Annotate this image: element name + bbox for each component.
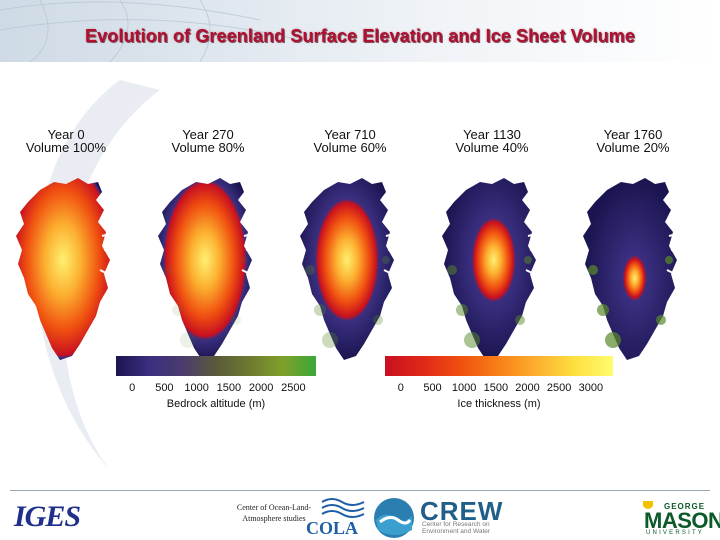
colorbar-tick-label: 2000 — [515, 382, 540, 394]
colorbar-tick-label: 2000 — [248, 382, 274, 394]
bedrock-colorbar-label: Bedrock altitude (m) — [166, 398, 266, 410]
gmu-shield-icon — [643, 501, 653, 509]
panel-year-label: Year 1760 — [603, 127, 663, 142]
panel-year-label: Year 1130 — [463, 127, 521, 142]
bedrock-patch — [180, 332, 196, 348]
greenland-panel: Year 1130 Volume 40% — [432, 127, 552, 360]
colorbar-tick-label: 1500 — [483, 382, 509, 394]
bedrock-patch — [656, 315, 666, 325]
crew-subtitle: Center for Research on Environment and W… — [422, 521, 491, 535]
bedrock-colorbar: 0 500 1000 1500 2000 2500 Bedrock altitude (m… — [116, 356, 316, 416]
greenland-panel: Year 710 Volume 60% — [290, 127, 410, 360]
slide-title: Evolution of Greenland Surface Elevation… — [85, 26, 635, 46]
colorbar-tick-label: 500 — [155, 382, 174, 394]
bedrock-patch — [605, 332, 621, 348]
bedrock-colorbar-gradient — [116, 356, 316, 376]
bedrock-patch — [163, 265, 173, 275]
panel-volume-label: Volume 100% — [25, 140, 107, 155]
fjord-mark — [670, 247, 680, 251]
greenland-panel: Year 270 Volume 80% — [148, 127, 268, 360]
ice-sheet-shape — [158, 178, 252, 360]
fjord-mark — [241, 269, 251, 275]
fjord-mark — [525, 269, 535, 275]
colorbar-tick-label: 1500 — [216, 382, 242, 394]
colorbar-tick-label: 1000 — [451, 382, 477, 394]
ice-sheet-shape — [16, 178, 110, 360]
colorbar-tick-label: 0 — [129, 382, 136, 394]
fjord-mark — [383, 269, 393, 275]
fjord-mark — [245, 247, 255, 251]
bedrock-patch — [305, 265, 315, 275]
gmu-logo-bottom: UNIVERSITY — [646, 530, 705, 536]
bedrock-patch — [456, 304, 468, 316]
ice-sheet-shape — [300, 178, 394, 360]
greenland-map — [16, 178, 113, 360]
panel-year-label: Year 270 — [182, 127, 234, 142]
gmu-logo-main: MASON — [644, 508, 720, 533]
fjord-mark — [387, 247, 397, 251]
greenland-panel: Year 0 Volume 100% — [6, 127, 126, 360]
colorbar-tick-label: 0 — [397, 382, 404, 394]
bedrock-patch — [382, 256, 390, 264]
bedrock-patch — [322, 332, 338, 348]
panel-volume-label: Volume 80% — [171, 140, 245, 155]
colorbar-tick-label: 500 — [423, 382, 442, 394]
bedrock-patch — [447, 265, 457, 275]
bedrock-patch — [373, 315, 383, 325]
ice-colorbar: 0 500 1000 1500 2000 2500 3000 Ice thickness (… — [385, 356, 613, 416]
greenland-map — [300, 178, 397, 360]
footer-divider — [10, 490, 710, 491]
ice-colorbar-label: Ice thickness (m) — [457, 398, 541, 410]
greenland-map — [158, 178, 255, 360]
bedrock-patch — [665, 256, 673, 264]
greenland-map — [583, 178, 680, 360]
panel-volume-label: Volume 20% — [596, 140, 670, 155]
panel-volume-label: Volume 40% — [455, 140, 529, 155]
panel-volume-label: Volume 60% — [313, 140, 387, 155]
bedrock-patch — [597, 304, 609, 316]
colorbar-tick-label: 1000 — [184, 382, 209, 394]
fjord-mark — [385, 233, 395, 237]
fjord-mark — [103, 247, 113, 251]
crew-logo: CREW — [420, 496, 504, 526]
colorbar-tick-label: 3000 — [578, 382, 604, 394]
colorbar-tick-label: 2500 — [281, 382, 306, 394]
ice-colorbar-gradient — [385, 356, 613, 376]
fjord-mark — [668, 233, 678, 237]
fjord-mark — [666, 269, 676, 275]
gmu-logo-top: GEORGE — [664, 502, 706, 511]
cola-caption: Center of Ocean-Land-Atmosphere studies — [236, 503, 312, 523]
fjord-mark — [529, 247, 539, 251]
panel-year-label: Year 0 — [47, 127, 85, 142]
greenland-panel: Year 1760 Volume 20% — [573, 127, 693, 360]
cola-logo: COLA — [306, 518, 359, 538]
cola-waves-icon — [321, 498, 365, 518]
bedrock-patch — [314, 304, 326, 316]
fjord-mark — [527, 233, 537, 237]
bedrock-patch — [588, 265, 598, 275]
fjord-mark — [99, 269, 109, 275]
fjord-mark — [243, 233, 253, 237]
bedrock-patch — [231, 315, 241, 325]
bedrock-patch — [240, 256, 248, 264]
colorbar-tick-label: 2500 — [546, 382, 572, 394]
panel-year-label: Year 710 — [324, 127, 376, 142]
greenland-map — [442, 178, 539, 360]
iges-logo: IGES — [14, 500, 81, 534]
crew-globe-icon — [374, 498, 414, 538]
bedrock-patch — [172, 304, 184, 316]
iges-logo-text: IGES — [14, 500, 81, 533]
bedrock-patch — [524, 256, 532, 264]
fjord-mark — [101, 233, 111, 237]
bedrock-patch — [464, 332, 480, 348]
bedrock-patch — [515, 315, 525, 325]
